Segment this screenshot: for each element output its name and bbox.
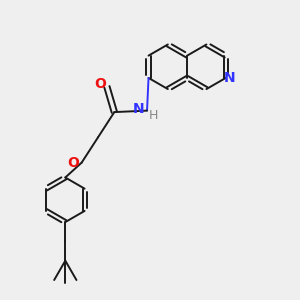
- Text: N: N: [224, 71, 236, 85]
- Text: O: O: [94, 77, 106, 91]
- Text: O: O: [68, 156, 79, 170]
- Text: N: N: [133, 102, 145, 116]
- Text: H: H: [149, 109, 158, 122]
